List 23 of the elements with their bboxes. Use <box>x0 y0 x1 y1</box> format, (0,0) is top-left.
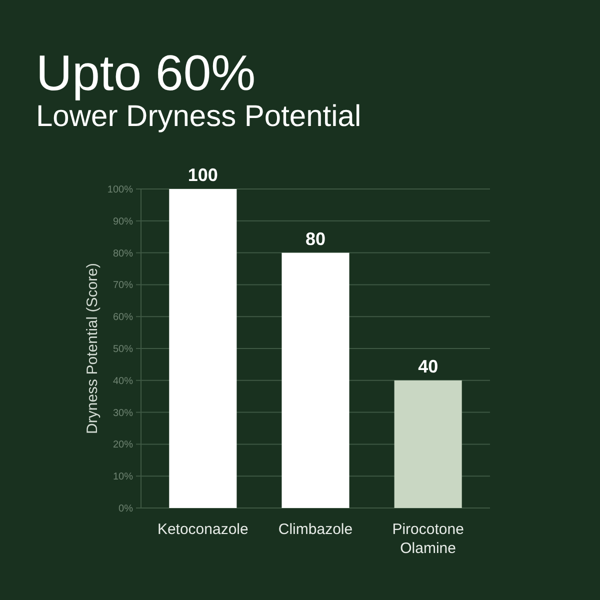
y-tick-label: 0% <box>118 504 134 514</box>
y-tick-label: 40% <box>112 376 134 387</box>
chart-title: Upto 60% <box>36 45 256 101</box>
x-tick-label: Climbazole <box>278 521 353 538</box>
y-tick-label: 20% <box>112 440 134 451</box>
bar <box>394 380 462 508</box>
chart-subtitle: Lower Dryness Potential <box>36 100 362 133</box>
data-label: 80 <box>305 228 326 249</box>
x-tick-label: Pirocotone Olamine <box>392 521 464 557</box>
y-axis-title: Dryness Potential (Score) <box>84 263 101 434</box>
x-tick-label: Ketoconazole <box>157 521 248 538</box>
y-tick-label: 50% <box>112 344 134 355</box>
y-tick-label: 60% <box>112 312 134 324</box>
bar <box>169 189 237 508</box>
y-tick-label: 70% <box>112 280 134 292</box>
data-label: 40 <box>418 356 438 376</box>
y-tick-label: 100% <box>107 184 134 196</box>
y-tick-label: 10% <box>112 472 134 483</box>
bar <box>282 252 350 508</box>
y-tick-label: 80% <box>112 248 134 260</box>
y-tick-label: 90% <box>112 216 134 228</box>
data-label: 100 <box>188 165 218 185</box>
y-tick-label: 30% <box>112 408 134 419</box>
